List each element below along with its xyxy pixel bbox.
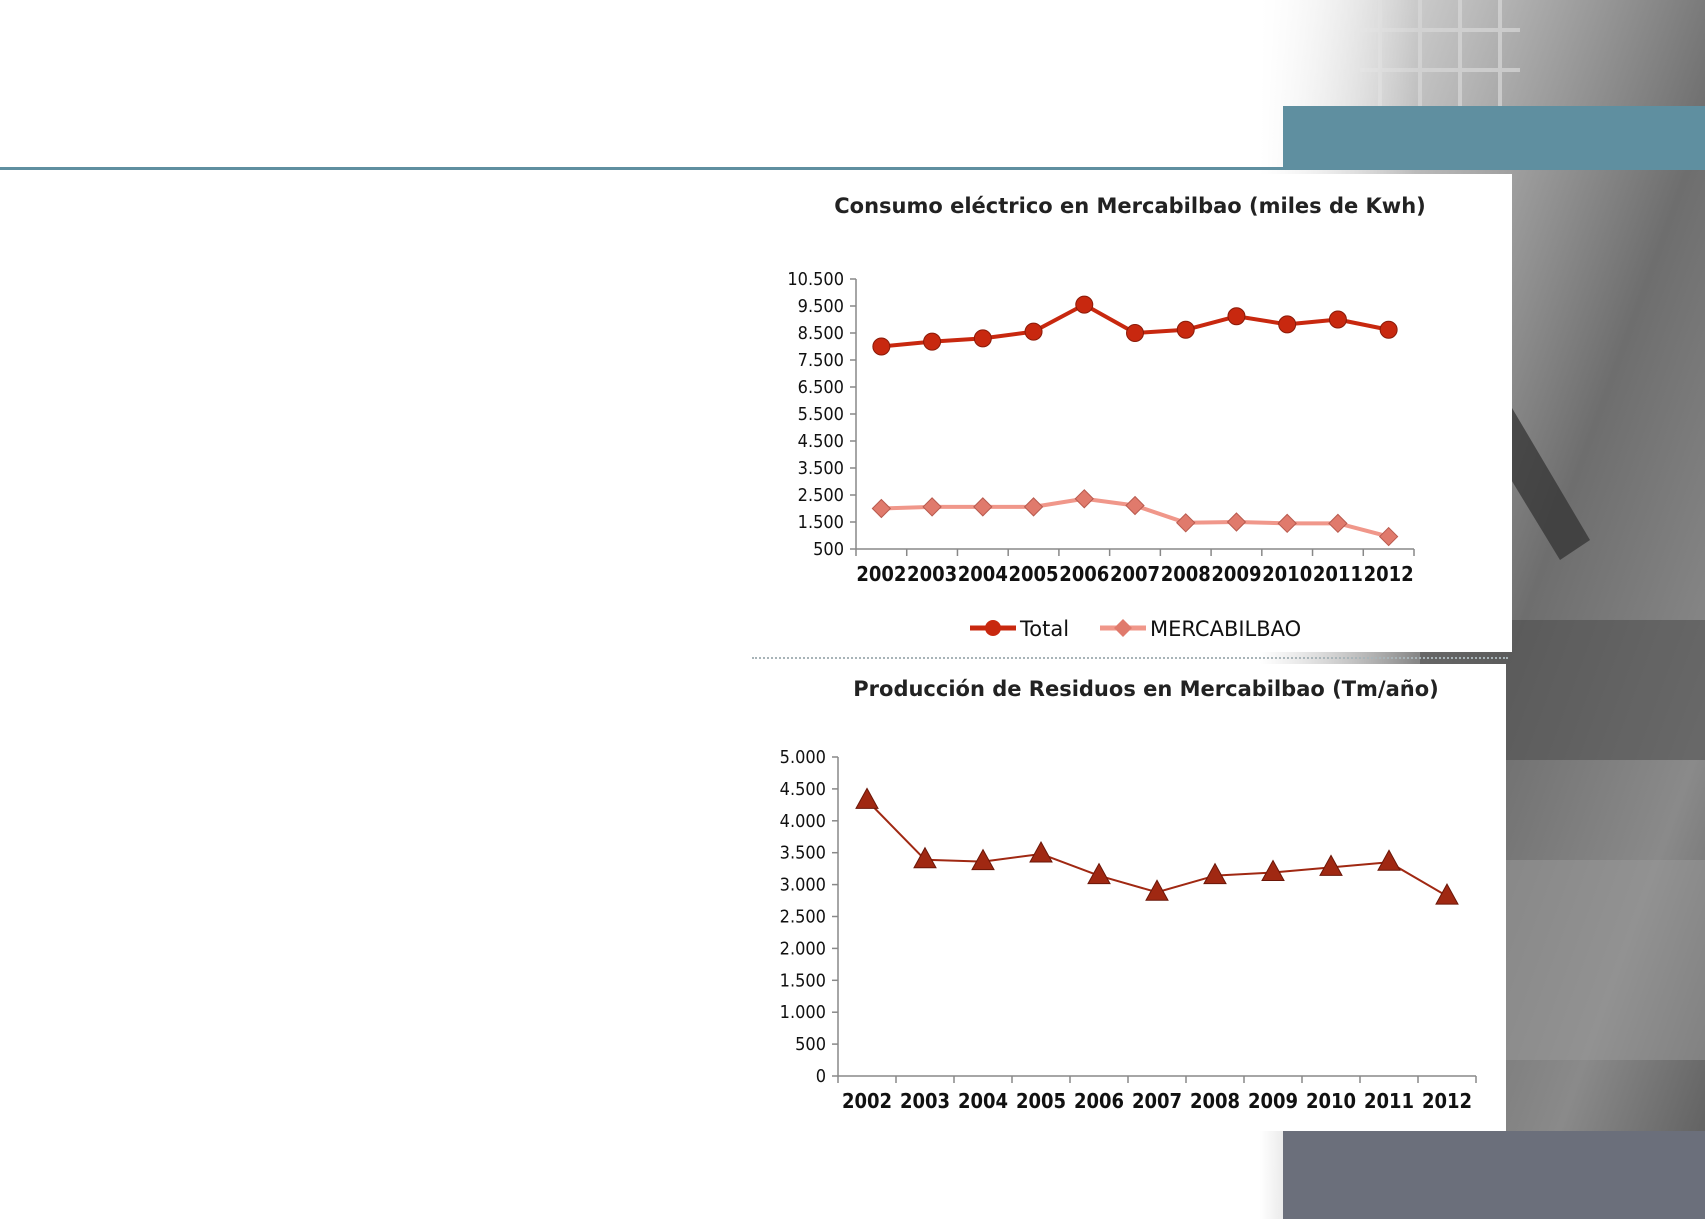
x-tick-label: 2002	[856, 562, 906, 586]
series-total-point	[1024, 322, 1043, 341]
y-tick-label: 9.500	[798, 296, 844, 317]
x-tick-label: 2003	[907, 562, 957, 586]
x-tick-label: 2012	[1364, 562, 1414, 586]
x-tick-label: 2007	[1110, 562, 1160, 586]
chart-produccion-residuos-svg: Producción de Residuos en Mercabilbao (T…	[780, 677, 1477, 1113]
series-residuos-point	[855, 787, 879, 809]
y-tick-label: 500	[813, 539, 844, 560]
x-tick-label: 2007	[1132, 1089, 1182, 1113]
series-total-point	[1227, 307, 1246, 326]
legend-item-mercabilbao: MERCABILBAO	[1100, 617, 1301, 641]
series-total-point	[1176, 320, 1195, 339]
y-tick-label: 7.500	[798, 350, 844, 371]
y-tick-label: 500	[795, 1034, 826, 1055]
legend: Total MERCABILBAO	[970, 617, 1301, 641]
legend-marker-circle	[985, 620, 1001, 636]
x-tick-label: 2009	[1211, 562, 1261, 586]
y-tick-label: 2.500	[798, 485, 844, 506]
x-tick-label: 2002	[842, 1089, 892, 1113]
y-tick-label: 6.500	[798, 377, 844, 398]
series-total-point	[1075, 295, 1094, 314]
y-tick-label: 3.500	[780, 843, 826, 864]
series-residuos-point	[971, 848, 995, 871]
y-tick-label: 1.000	[780, 1002, 826, 1023]
series-mercabilbao-point	[973, 497, 993, 517]
series-mercabilbao-point	[1023, 497, 1044, 517]
header-accent-band	[1283, 106, 1705, 170]
x-tick-label: 2009	[1248, 1089, 1298, 1113]
series-total-point	[1379, 320, 1398, 339]
chart-title: Consumo eléctrico en Mercabilbao (miles …	[834, 194, 1426, 218]
x-tick-label: 2003	[900, 1089, 950, 1113]
x-tick-label: 2012	[1422, 1089, 1472, 1113]
x-tick-label: 2010	[1262, 562, 1312, 586]
y-tick-label: 1.500	[798, 512, 844, 533]
series-residuos-point	[1435, 883, 1459, 905]
series-mercabilbao-point	[1125, 495, 1145, 516]
x-tick-label: 2006	[1074, 1089, 1124, 1113]
legend-marker-diamond	[1114, 619, 1132, 637]
legend-item-total: Total	[970, 617, 1069, 641]
y-tick-label: 0	[816, 1066, 826, 1087]
x-tick-label: 2008	[1161, 562, 1211, 586]
series-total-point	[923, 332, 942, 351]
x-tick-label: 2005	[1009, 562, 1059, 586]
series-total-point	[973, 329, 992, 348]
y-tick-label: 3.500	[798, 458, 844, 479]
x-tick-label: 2011	[1364, 1089, 1414, 1113]
series-residuos-point	[1145, 879, 1169, 901]
series-mercabilbao-point	[1074, 489, 1094, 509]
footer-accent-band	[1283, 1131, 1705, 1219]
series-residuos-point	[1261, 859, 1285, 881]
series-residuos-point	[1377, 849, 1401, 871]
series-mercabilbao-point	[1328, 513, 1348, 534]
chart-title: Producción de Residuos en Mercabilbao (T…	[853, 677, 1438, 701]
series-residuos-point	[1087, 862, 1111, 885]
series-residuos-point	[1319, 854, 1343, 876]
x-tick-label: 2010	[1306, 1089, 1356, 1113]
chart-produccion-residuos: Producción de Residuos en Mercabilbao (T…	[752, 664, 1506, 1131]
y-tick-label: 2.000	[780, 938, 826, 959]
y-tick-label: 4.000	[780, 811, 826, 832]
x-tick-label: 2004	[958, 562, 1008, 586]
series-mercabilbao-point	[1378, 526, 1399, 547]
x-tick-label: 2004	[958, 1089, 1008, 1113]
series-total-point	[1126, 324, 1144, 342]
y-tick-label: 4.500	[780, 779, 826, 800]
y-tick-label: 5.000	[780, 747, 826, 768]
y-tick-label: 3.000	[780, 875, 826, 896]
chart-consumo-electrico-svg: Consumo eléctrico en Mercabilbao (miles …	[787, 194, 1426, 641]
chart-consumo-electrico: Consumo eléctrico en Mercabilbao (miles …	[752, 174, 1512, 652]
chart-divider	[752, 657, 1508, 659]
y-tick-label: 8.500	[798, 323, 844, 344]
series-total-point	[1328, 310, 1347, 329]
series-total-point	[1278, 315, 1297, 334]
header-rule	[0, 167, 1283, 170]
series-mercabilbao-point	[1226, 512, 1247, 532]
y-tick-label: 10.500	[787, 269, 844, 290]
y-tick-label: 2.500	[780, 907, 826, 928]
x-tick-label: 2008	[1190, 1089, 1240, 1113]
legend-label: MERCABILBAO	[1150, 617, 1301, 641]
x-tick-label: 2005	[1016, 1089, 1066, 1113]
x-tick-label: 2006	[1059, 562, 1109, 586]
series-total-point	[872, 337, 891, 356]
series-mercabilbao-point	[922, 497, 942, 517]
series-mercabilbao-point	[871, 498, 892, 519]
series-mercabilbao-point	[1176, 513, 1196, 533]
y-tick-label: 4.500	[798, 431, 844, 452]
y-tick-label: 5.500	[798, 404, 844, 425]
series-residuos-point	[1203, 862, 1227, 885]
y-tick-label: 1.500	[780, 970, 826, 991]
x-tick-label: 2011	[1313, 562, 1363, 586]
series-mercabilbao-point	[1277, 513, 1297, 534]
series-residuos-point	[1029, 840, 1053, 863]
legend-label: Total	[1019, 617, 1069, 641]
series-residuos-point	[913, 846, 937, 869]
